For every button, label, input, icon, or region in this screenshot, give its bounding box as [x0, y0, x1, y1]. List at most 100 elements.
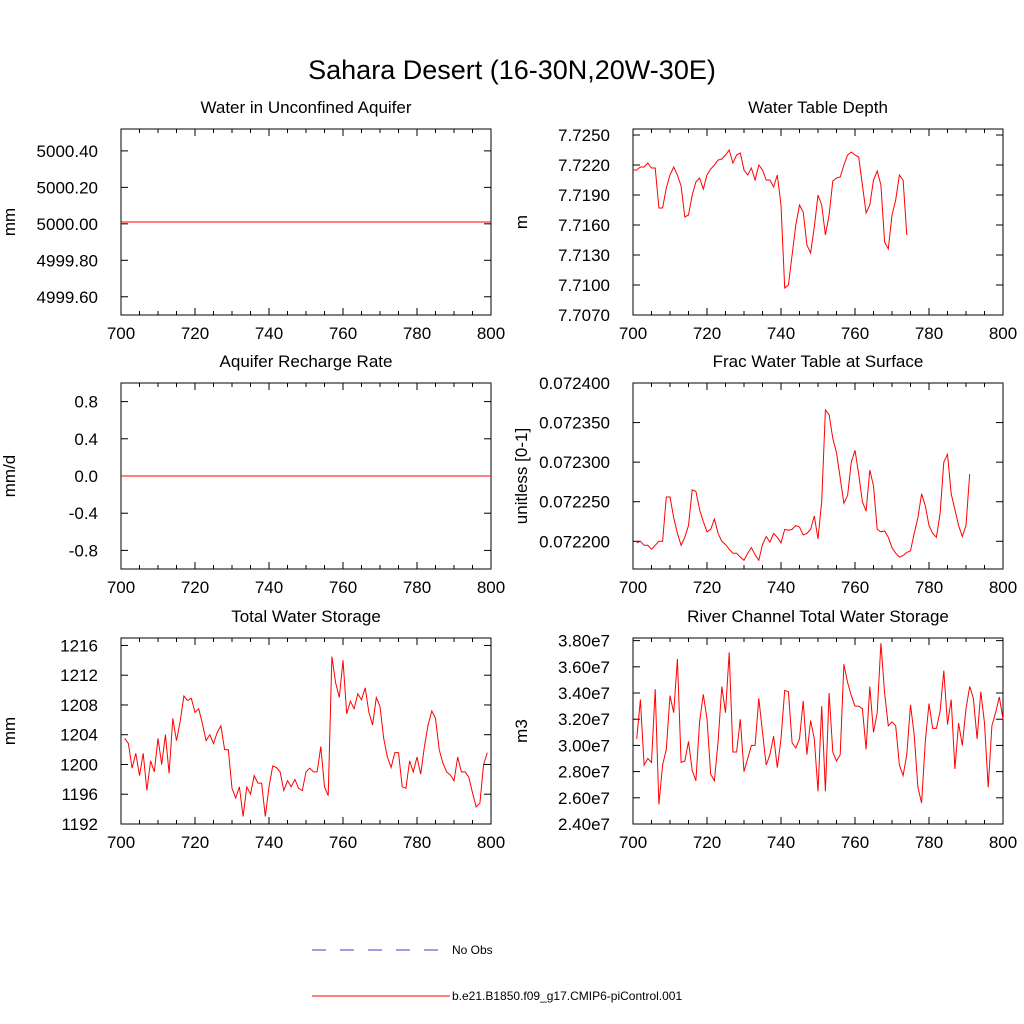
panel-1: Water in Unconfined Aquifer mm 700 720 740 76…	[0, 98, 505, 343]
panel-3: Aquifer Recharge Rate mm/d 700 720 740 760 780…	[0, 352, 505, 597]
y-tick-label: 1196	[61, 785, 98, 804]
y-tick-label: 7.7250	[558, 126, 610, 145]
y-tick-label: 7.7100	[558, 276, 610, 295]
y-tick-label: 4999.80	[37, 251, 98, 270]
y-tick-label: 3.60e7	[558, 658, 610, 677]
y-tick-label: 7.7130	[558, 246, 610, 265]
y-tick-label: 1204	[60, 726, 98, 745]
x-tick-label: 740	[255, 833, 283, 852]
y-axis-label: unitless [0-1]	[512, 428, 531, 524]
y-tick-label: 1212	[60, 666, 98, 685]
plot-frame	[120, 637, 492, 825]
x-tick-label: 780	[403, 324, 431, 343]
x-tick-label: 760	[329, 833, 357, 852]
x-tick-label: 720	[693, 578, 721, 597]
y-tick-label: 0.072250	[539, 493, 610, 512]
panel-title: Water Table Depth	[748, 98, 888, 117]
panel-4: Frac Water Table at Surface unitless [0-1…	[512, 352, 1017, 597]
y-tick-label: 0.072200	[539, 532, 610, 551]
x-tick-label: 720	[693, 324, 721, 343]
x-tick-label: 800	[989, 324, 1017, 343]
y-tick-label: 5000.00	[37, 215, 98, 234]
y-tick-label: 7.7160	[558, 216, 610, 235]
x-tick-label: 780	[403, 833, 431, 852]
y-tick-label: 7.7070	[558, 306, 610, 325]
x-tick-label: 700	[619, 578, 647, 597]
y-tick-label: 0.4	[74, 430, 98, 449]
y-tick-label: 1192	[61, 815, 98, 834]
x-tick-label: 720	[181, 578, 209, 597]
plot-frame	[632, 382, 1004, 570]
x-tick-label: 780	[403, 578, 431, 597]
legend-label-no-obs: No Obs	[452, 943, 493, 957]
y-tick-label: 0.8	[74, 393, 98, 412]
legend: No Obs b.e21.B1850.f09_g17.CMIP6-piContr…	[312, 943, 682, 1003]
y-tick-label: -0.4	[69, 504, 98, 523]
y-tick-label: 1208	[60, 696, 98, 715]
x-tick-label: 800	[477, 833, 505, 852]
panel-title: Frac Water Table at Surface	[713, 352, 924, 371]
plot-frame	[632, 637, 1004, 825]
x-tick-label: 700	[107, 833, 135, 852]
y-tick-label: 5000.20	[37, 178, 98, 197]
y-tick-label: 1200	[60, 755, 98, 774]
plot-frame	[632, 128, 1004, 316]
panel-title: Aquifer Recharge Rate	[220, 352, 393, 371]
y-tick-label: 7.7220	[558, 156, 610, 175]
y-tick-label: 2.60e7	[558, 789, 610, 808]
panel-6: River Channel Total Water Storage m3 700 72…	[512, 607, 1017, 852]
x-tick-label: 700	[619, 324, 647, 343]
y-tick-label: 2.80e7	[558, 763, 610, 782]
x-tick-label: 700	[107, 578, 135, 597]
y-axis-label: m	[512, 215, 531, 229]
y-tick-label: 1216	[60, 636, 98, 655]
x-tick-label: 700	[107, 324, 135, 343]
y-tick-label: 7.7190	[558, 186, 610, 205]
y-tick-label: 2.40e7	[558, 815, 610, 834]
x-tick-label: 720	[693, 833, 721, 852]
y-tick-label: 0.072300	[539, 453, 610, 472]
series-line	[633, 148, 908, 290]
x-tick-label: 760	[841, 578, 869, 597]
y-tick-label: 0.0	[74, 467, 98, 486]
x-tick-label: 800	[989, 833, 1017, 852]
panels: Water in Unconfined Aquifer mm 700 720 740 76…	[0, 98, 1017, 852]
y-tick-label: 3.80e7	[558, 632, 610, 651]
x-tick-label: 760	[329, 578, 357, 597]
x-tick-label: 760	[841, 833, 869, 852]
x-tick-label: 760	[841, 324, 869, 343]
x-tick-label: 740	[255, 578, 283, 597]
panel-title: Total Water Storage	[231, 607, 381, 626]
y-axis-label: mm	[0, 717, 19, 745]
x-tick-label: 800	[477, 324, 505, 343]
panel-title: River Channel Total Water Storage	[687, 607, 949, 626]
x-tick-label: 740	[767, 324, 795, 343]
y-tick-label: 3.40e7	[558, 684, 610, 703]
y-tick-label: 0.072350	[539, 414, 610, 433]
x-tick-label: 780	[915, 833, 943, 852]
x-tick-label: 700	[619, 833, 647, 852]
series-line	[636, 643, 1004, 805]
panel-5: Total Water Storage mm 700 720 740 760 780 800 1…	[0, 607, 505, 852]
figure-title: Sahara Desert (16-30N,20W-30E)	[308, 55, 716, 85]
legend-label-model: b.e21.B1850.f09_g17.CMIP6-piControl.001	[452, 989, 682, 1003]
y-tick-label: -0.8	[69, 541, 98, 560]
y-tick-label: 5000.40	[37, 142, 98, 161]
x-tick-label: 780	[915, 324, 943, 343]
x-tick-label: 740	[255, 324, 283, 343]
panel-title: Water in Unconfined Aquifer	[200, 98, 411, 117]
y-axis-label: mm/d	[0, 455, 19, 498]
x-tick-label: 740	[767, 833, 795, 852]
y-tick-label: 4999.60	[37, 288, 98, 307]
x-tick-label: 720	[181, 324, 209, 343]
series-line	[124, 656, 488, 817]
y-tick-label: 3.20e7	[558, 710, 610, 729]
x-tick-label: 760	[329, 324, 357, 343]
x-tick-label: 800	[477, 578, 505, 597]
y-axis-label: mm	[0, 208, 19, 236]
x-tick-label: 800	[989, 578, 1017, 597]
panel-2: Water Table Depth m 700 720 740 760 780 800 7.72…	[512, 98, 1017, 343]
y-tick-label: 3.00e7	[558, 736, 610, 755]
x-tick-label: 740	[767, 578, 795, 597]
